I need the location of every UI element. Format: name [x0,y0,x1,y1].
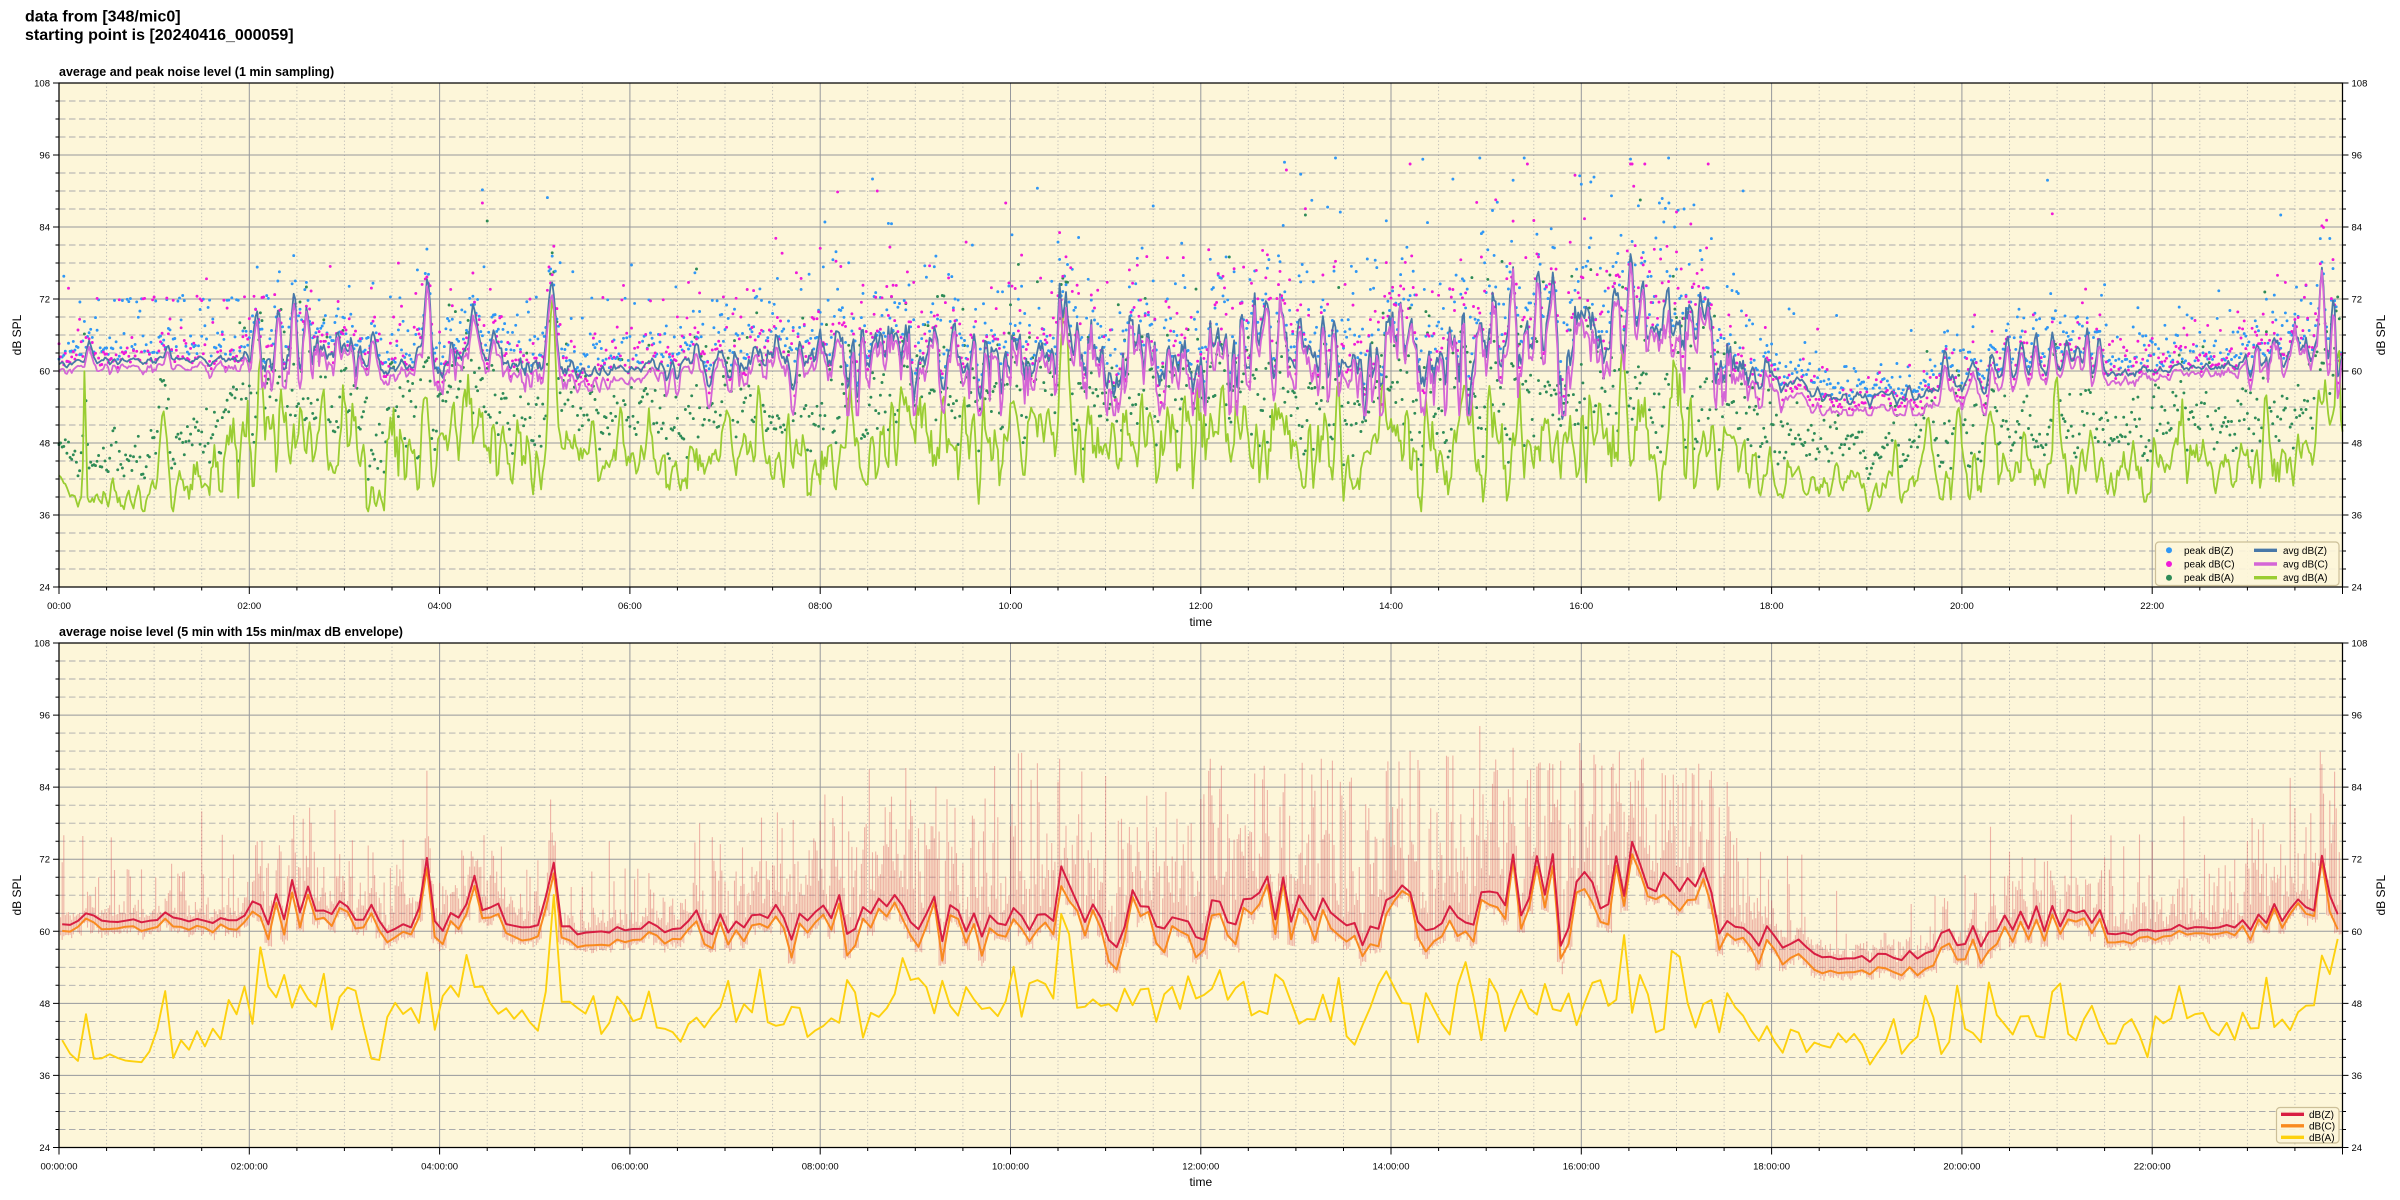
svg-text:peak dB(A): peak dB(A) [2184,573,2234,584]
svg-text:dB(Z): dB(Z) [2309,1110,2334,1121]
svg-text:time: time [1189,1175,1212,1189]
svg-text:20:00:00: 20:00:00 [1943,1162,1980,1173]
svg-text:peak dB(C): peak dB(C) [2184,560,2235,571]
svg-text:72: 72 [2352,855,2363,866]
svg-text:time: time [1189,615,1212,629]
svg-text:02:00: 02:00 [237,601,261,612]
svg-text:48: 48 [39,999,50,1010]
svg-text:22:00: 22:00 [2140,601,2164,612]
svg-text:peak dB(Z): peak dB(Z) [2184,546,2233,557]
svg-text:60: 60 [39,367,50,378]
svg-text:dB SPL: dB SPL [10,875,24,916]
svg-text:72: 72 [39,295,50,306]
svg-text:08:00: 08:00 [808,601,832,612]
svg-text:10:00: 10:00 [999,601,1023,612]
svg-text:18:00:00: 18:00:00 [1753,1162,1790,1173]
svg-text:96: 96 [39,151,50,162]
svg-text:48: 48 [39,439,50,450]
svg-text:84: 84 [2352,223,2363,234]
svg-text:12:00: 12:00 [1189,601,1213,612]
svg-text:24: 24 [2352,1143,2363,1154]
svg-text:02:00:00: 02:00:00 [231,1162,268,1173]
svg-text:18:00: 18:00 [1760,601,1784,612]
svg-text:36: 36 [39,1071,50,1082]
svg-text:96: 96 [39,711,50,722]
svg-text:36: 36 [2352,511,2363,522]
svg-text:84: 84 [39,223,50,234]
svg-text:84: 84 [39,783,50,794]
svg-text:48: 48 [2352,439,2363,450]
svg-text:60: 60 [2352,927,2363,938]
svg-text:14:00:00: 14:00:00 [1373,1162,1410,1173]
svg-text:dB SPL: dB SPL [2374,875,2388,916]
svg-text:24: 24 [2352,583,2363,594]
svg-text:24: 24 [39,1143,50,1154]
svg-text:96: 96 [2352,711,2363,722]
svg-text:10:00:00: 10:00:00 [992,1162,1029,1173]
svg-text:48: 48 [2352,999,2363,1010]
svg-text:dB SPL: dB SPL [10,314,24,355]
svg-text:60: 60 [39,927,50,938]
svg-text:108: 108 [34,639,50,650]
svg-text:16:00: 16:00 [1569,601,1593,612]
svg-text:06:00:00: 06:00:00 [611,1162,648,1173]
svg-text:dB(A): dB(A) [2309,1133,2335,1144]
svg-text:60: 60 [2352,367,2363,378]
svg-text:04:00: 04:00 [428,601,452,612]
svg-text:00:00: 00:00 [47,601,71,612]
svg-text:avg dB(C): avg dB(C) [2283,560,2328,571]
svg-text:108: 108 [2352,79,2368,90]
svg-text:84: 84 [2352,783,2363,794]
svg-text:96: 96 [2352,151,2363,162]
svg-text:108: 108 [34,79,50,90]
svg-text:108: 108 [2352,639,2368,650]
svg-text:data from [348/mic0]: data from [348/mic0] [25,9,181,26]
svg-text:00:00:00: 00:00:00 [41,1162,78,1173]
svg-text:22:00:00: 22:00:00 [2134,1162,2171,1173]
svg-text:24: 24 [39,583,50,594]
svg-text:avg dB(A): avg dB(A) [2283,573,2327,584]
svg-text:dB(C): dB(C) [2309,1121,2335,1132]
svg-text:average and peak noise level (: average and peak noise level (1 min samp… [59,65,334,79]
svg-text:12:00:00: 12:00:00 [1182,1162,1219,1173]
svg-text:06:00: 06:00 [618,601,642,612]
svg-text:72: 72 [2352,295,2363,306]
svg-text:04:00:00: 04:00:00 [421,1162,458,1173]
svg-text:08:00:00: 08:00:00 [802,1162,839,1173]
svg-text:avg dB(Z): avg dB(Z) [2283,546,2327,557]
svg-text:36: 36 [2352,1071,2363,1082]
svg-text:14:00: 14:00 [1379,601,1403,612]
svg-text:starting point is [20240416_00: starting point is [20240416_000059] [25,27,294,44]
svg-text:20:00: 20:00 [1950,601,1974,612]
svg-text:72: 72 [39,855,50,866]
svg-text:36: 36 [39,511,50,522]
svg-text:dB SPL: dB SPL [2374,314,2388,355]
svg-text:16:00:00: 16:00:00 [1563,1162,1600,1173]
svg-text:average noise level (5 min wit: average noise level (5 min with 15s min/… [59,625,403,639]
